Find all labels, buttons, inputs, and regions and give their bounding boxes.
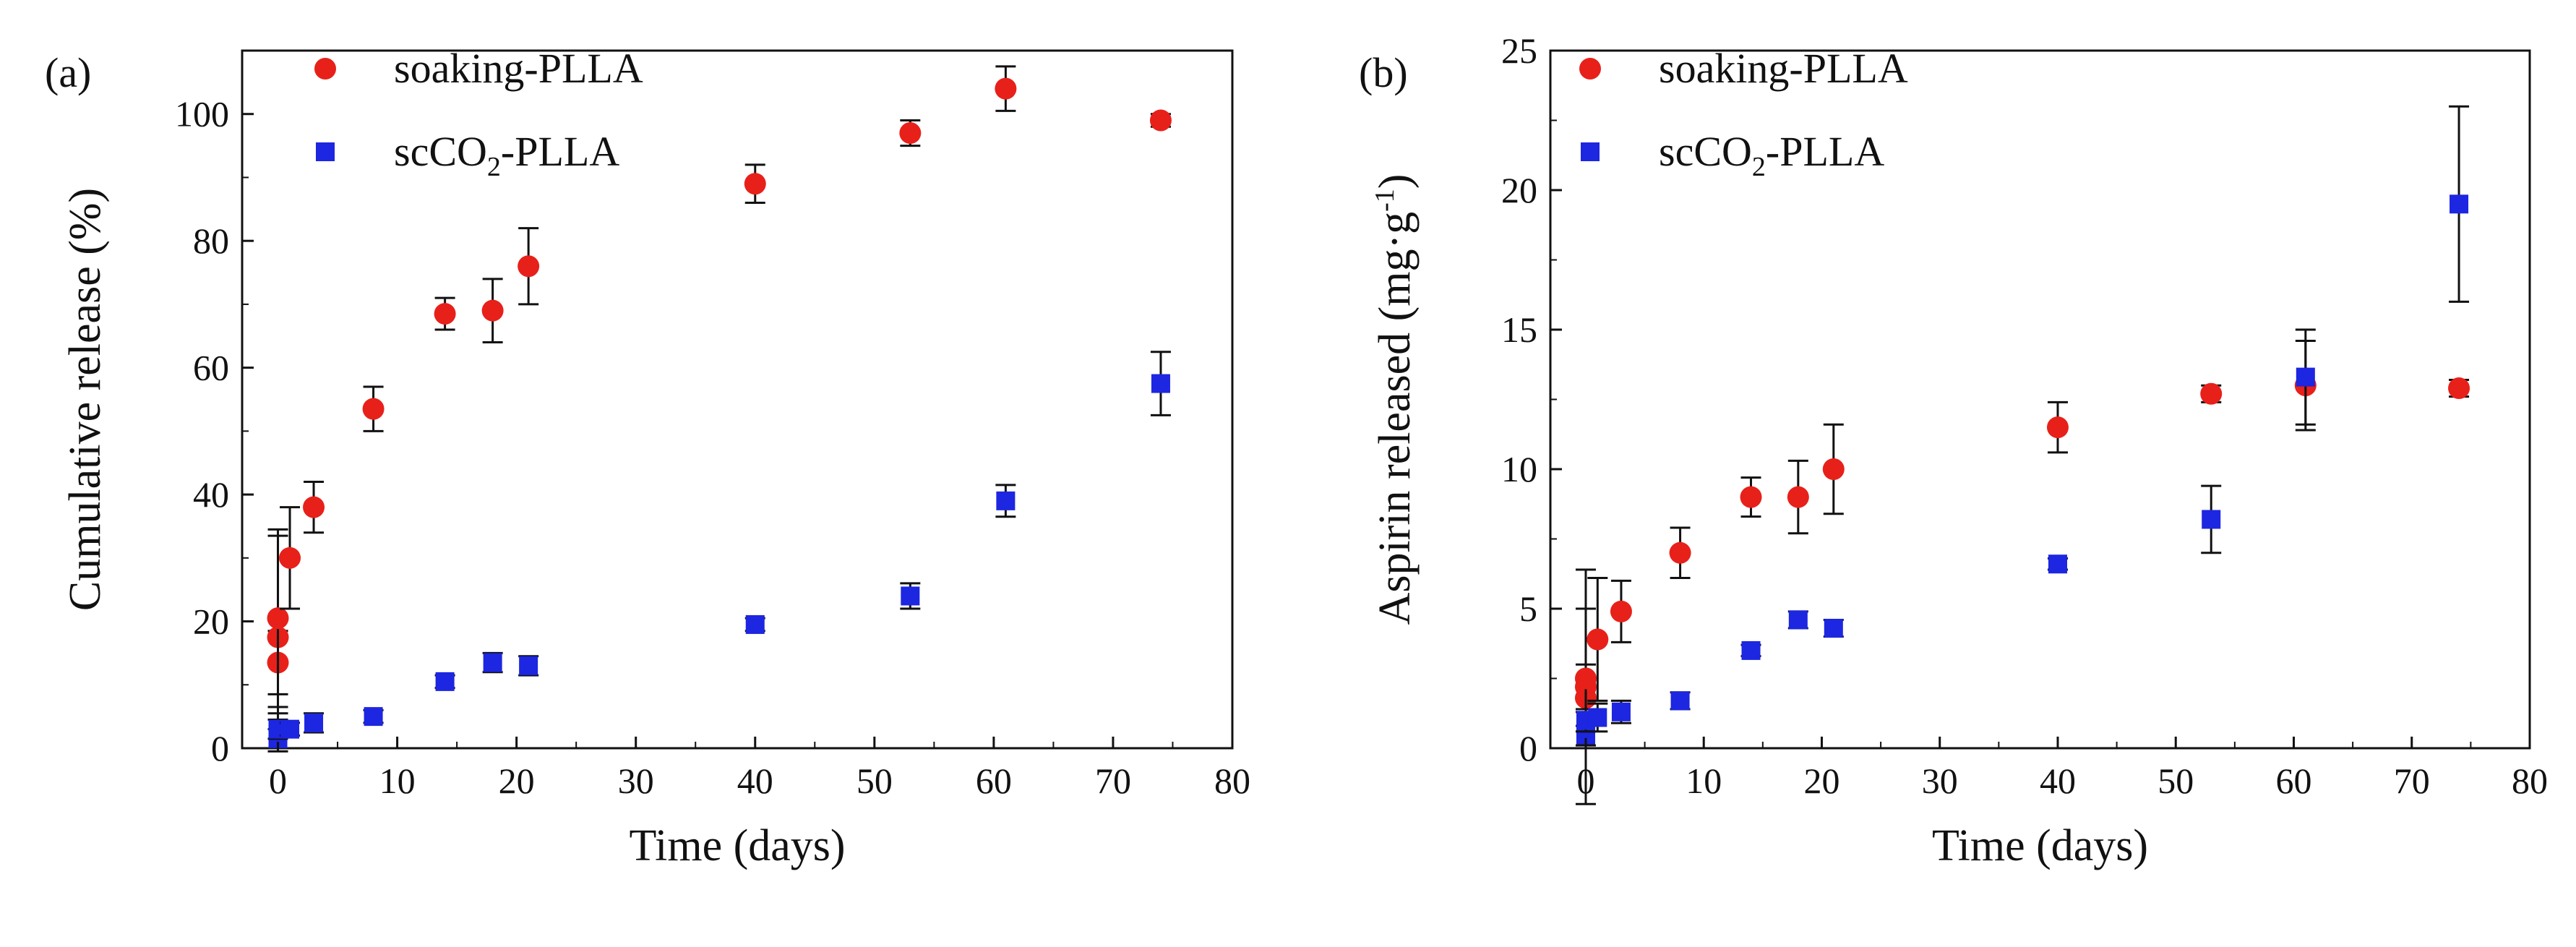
x-tick-label: 10	[1686, 760, 1722, 801]
data-point	[899, 122, 922, 145]
data-point	[1824, 619, 1843, 638]
data-point	[745, 614, 765, 634]
plot-frame	[241, 49, 1234, 750]
data-point	[483, 653, 502, 672]
data-point	[519, 656, 538, 675]
legend-marker	[314, 58, 336, 80]
data-point	[1787, 486, 1809, 508]
y-axis-title: Aspirin released (mg·g-1)	[1370, 174, 1420, 625]
x-tick-label: 80	[2512, 760, 2548, 801]
y-tick-label: 80	[193, 220, 229, 261]
x-tick-label: 60	[976, 760, 1012, 801]
data-point	[2202, 510, 2221, 529]
data-point	[1670, 691, 1690, 711]
data-point	[2046, 416, 2069, 439]
data-point	[1151, 374, 1170, 393]
x-tick-label: 10	[379, 760, 416, 801]
x-tick-label: 40	[2040, 760, 2076, 801]
data-point	[1741, 640, 1761, 660]
data-point	[434, 303, 456, 325]
x-tick-label: 40	[737, 760, 773, 801]
data-point	[1588, 708, 1607, 727]
data-point	[1149, 109, 1172, 132]
data-point	[1788, 610, 1808, 630]
data-point	[303, 496, 325, 518]
data-point	[901, 586, 920, 606]
series-scco2-plla	[1575, 105, 2470, 750]
x-tick-label: 50	[2158, 760, 2194, 801]
x-tick-label: 30	[618, 760, 654, 801]
data-point	[481, 299, 504, 322]
y-tick-label: 5	[1519, 588, 1537, 629]
y-tick-label: 60	[193, 348, 229, 388]
legend-label: scCO2-PLLA	[394, 128, 619, 182]
data-point	[1587, 628, 1609, 651]
x-tick-label: 70	[2394, 760, 2430, 801]
legend-label: scCO2-PLLA	[1659, 128, 1884, 182]
data-point	[2450, 194, 2469, 214]
panel-label: (b)	[1359, 49, 1408, 96]
x-tick-label: 20	[1803, 760, 1839, 801]
data-point	[996, 491, 1016, 510]
y-axis-title: Cumulative release (%)	[61, 188, 110, 611]
series-scco2-plla	[267, 351, 1171, 753]
legend-label: soaking-PLLA	[1659, 45, 1908, 92]
y-tick-label: 20	[193, 601, 229, 642]
data-point	[435, 672, 455, 691]
x-tick-label: 60	[2275, 760, 2311, 801]
data-point	[1611, 702, 1631, 721]
x-tick-label: 70	[1095, 760, 1131, 801]
data-point	[744, 173, 766, 195]
data-point	[2296, 367, 2315, 387]
y-tick-label: 10	[1501, 449, 1537, 489]
data-point	[995, 77, 1017, 100]
y-tick-label: 40	[193, 474, 229, 515]
legend-marker	[1579, 58, 1601, 80]
x-tick-label: 30	[1922, 760, 1958, 801]
series-soaking-pla	[267, 65, 1172, 740]
panel-a-cumulative-release: 0 10 20 30 40 50 60 70 80 0 20 40 60 80 100 Time (days)…	[45, 45, 1250, 870]
data-point	[2448, 377, 2470, 400]
x-tick-label: 80	[1214, 760, 1250, 801]
y-tick-label: 25	[1501, 30, 1537, 71]
data-point	[2048, 554, 2067, 574]
y-tick-label: 0	[211, 728, 229, 768]
y-tick-label: 100	[175, 94, 229, 134]
data-point	[280, 719, 300, 739]
data-point	[1574, 667, 1597, 690]
data-point	[1610, 600, 1632, 622]
data-point	[518, 255, 540, 278]
legend-marker	[1581, 142, 1600, 161]
legend-marker	[316, 142, 335, 161]
panel-label: (a)	[45, 49, 91, 96]
data-point	[2200, 382, 2223, 405]
x-tick-label: 0	[269, 760, 287, 801]
x-tick-label: 20	[499, 760, 535, 801]
series-soaking-pla	[1574, 339, 2470, 805]
x-axis-title: Time (days)	[1932, 821, 2148, 870]
data-point	[364, 707, 383, 727]
y-tick-label: 15	[1501, 309, 1537, 350]
data-point	[267, 607, 289, 630]
legend-label: soaking-PLLA	[394, 45, 643, 92]
x-axis-title: Time (days)	[629, 821, 845, 870]
data-point	[1822, 458, 1845, 480]
data-point	[304, 713, 324, 732]
y-tick-label: 20	[1501, 170, 1537, 210]
data-point	[1669, 541, 1691, 564]
data-point	[362, 398, 385, 420]
data-point	[1740, 486, 1762, 508]
y-tick-label: 0	[1519, 728, 1537, 768]
data-point	[279, 547, 301, 569]
x-tick-label: 50	[856, 760, 893, 801]
